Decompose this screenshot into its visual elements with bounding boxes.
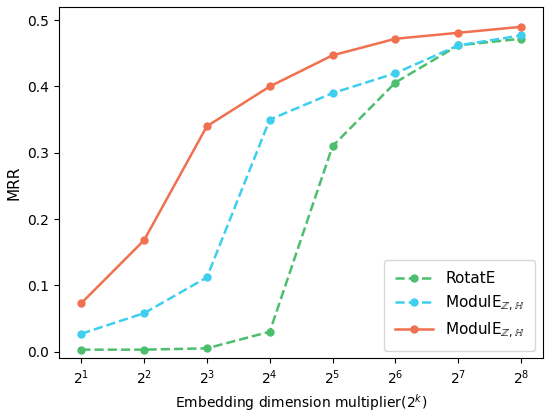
- X-axis label: Embedding dimension multiplier($2^k$): Embedding dimension multiplier($2^k$): [175, 392, 427, 413]
- Legend: RotatE, ModulE$_{\mathbb{Z},\mathbb{H}}$, ModulE$_{\mathbb{Z},\mathbb{H}}$: RotatE, ModulE$_{\mathbb{Z},\mathbb{H}}$…: [384, 260, 535, 351]
- Y-axis label: MRR: MRR: [7, 165, 22, 200]
